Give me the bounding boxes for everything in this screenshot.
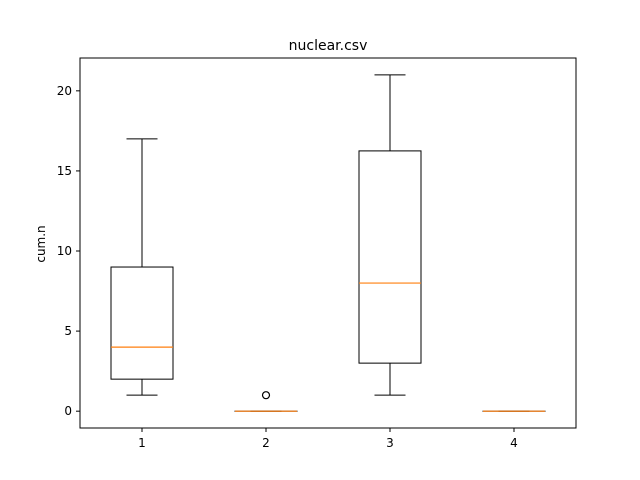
x-tick-label: 3 <box>386 436 394 450</box>
x-tick-label: 2 <box>262 436 270 450</box>
y-axis-label: cum.n <box>34 225 48 262</box>
x-tick-label: 4 <box>510 436 518 450</box>
box-series <box>110 74 546 412</box>
outlier-point <box>261 391 271 400</box>
y-tick-label: 15 <box>57 164 72 178</box>
x-tick-label: 1 <box>138 436 146 450</box>
y-tick-label: 10 <box>57 244 72 258</box>
chart-title: nuclear.csv <box>289 38 368 54</box>
axes-ticks: 0 5 10 15 20 1 2 3 4 <box>57 84 518 450</box>
box-iqr <box>110 266 174 380</box>
plot-frame <box>79 57 577 429</box>
y-tick-label: 0 <box>64 404 72 418</box>
y-tick-label: 5 <box>64 324 72 338</box>
y-tick-label: 20 <box>57 84 72 98</box>
box-iqr <box>358 150 422 364</box>
